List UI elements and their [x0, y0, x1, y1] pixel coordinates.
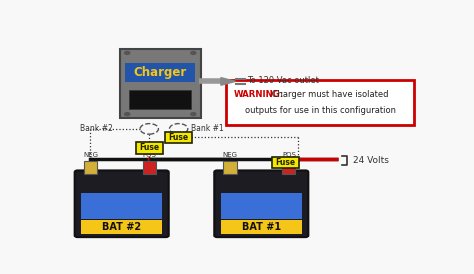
Text: Bank #2: Bank #2 [80, 124, 112, 133]
Text: Fuse: Fuse [139, 143, 159, 152]
Text: 24 Volts: 24 Volts [353, 156, 389, 165]
FancyBboxPatch shape [120, 49, 201, 118]
FancyBboxPatch shape [84, 161, 97, 174]
Text: Fuse: Fuse [169, 133, 189, 142]
Text: Charger must have isolated: Charger must have isolated [269, 90, 388, 99]
Text: POS: POS [282, 152, 296, 158]
FancyBboxPatch shape [223, 161, 237, 174]
FancyBboxPatch shape [129, 90, 191, 109]
Circle shape [191, 113, 196, 116]
Circle shape [125, 113, 130, 116]
Text: BAT #2: BAT #2 [102, 222, 141, 232]
FancyBboxPatch shape [136, 142, 163, 153]
Text: Charger: Charger [134, 66, 187, 79]
Text: NEG: NEG [83, 152, 98, 158]
Text: To 120 Vac outlet: To 120 Vac outlet [246, 76, 319, 85]
Text: Bank #1: Bank #1 [191, 124, 224, 133]
FancyBboxPatch shape [221, 193, 301, 219]
Text: NEG: NEG [223, 152, 237, 158]
Text: outputs for use in this configuration: outputs for use in this configuration [245, 106, 396, 115]
FancyBboxPatch shape [282, 161, 295, 174]
FancyBboxPatch shape [221, 219, 301, 234]
FancyBboxPatch shape [75, 170, 169, 237]
FancyBboxPatch shape [272, 157, 299, 168]
FancyBboxPatch shape [143, 161, 156, 174]
FancyBboxPatch shape [214, 170, 308, 237]
Text: BAT #1: BAT #1 [242, 222, 281, 232]
FancyBboxPatch shape [165, 132, 192, 143]
Text: POS: POS [142, 152, 156, 158]
Text: Fuse: Fuse [275, 158, 295, 167]
FancyBboxPatch shape [82, 219, 162, 234]
Circle shape [191, 52, 196, 55]
FancyBboxPatch shape [82, 193, 162, 219]
Circle shape [125, 52, 130, 55]
Text: WARNING:: WARNING: [234, 90, 284, 99]
FancyBboxPatch shape [125, 63, 195, 82]
FancyBboxPatch shape [227, 80, 414, 125]
Polygon shape [221, 78, 236, 85]
